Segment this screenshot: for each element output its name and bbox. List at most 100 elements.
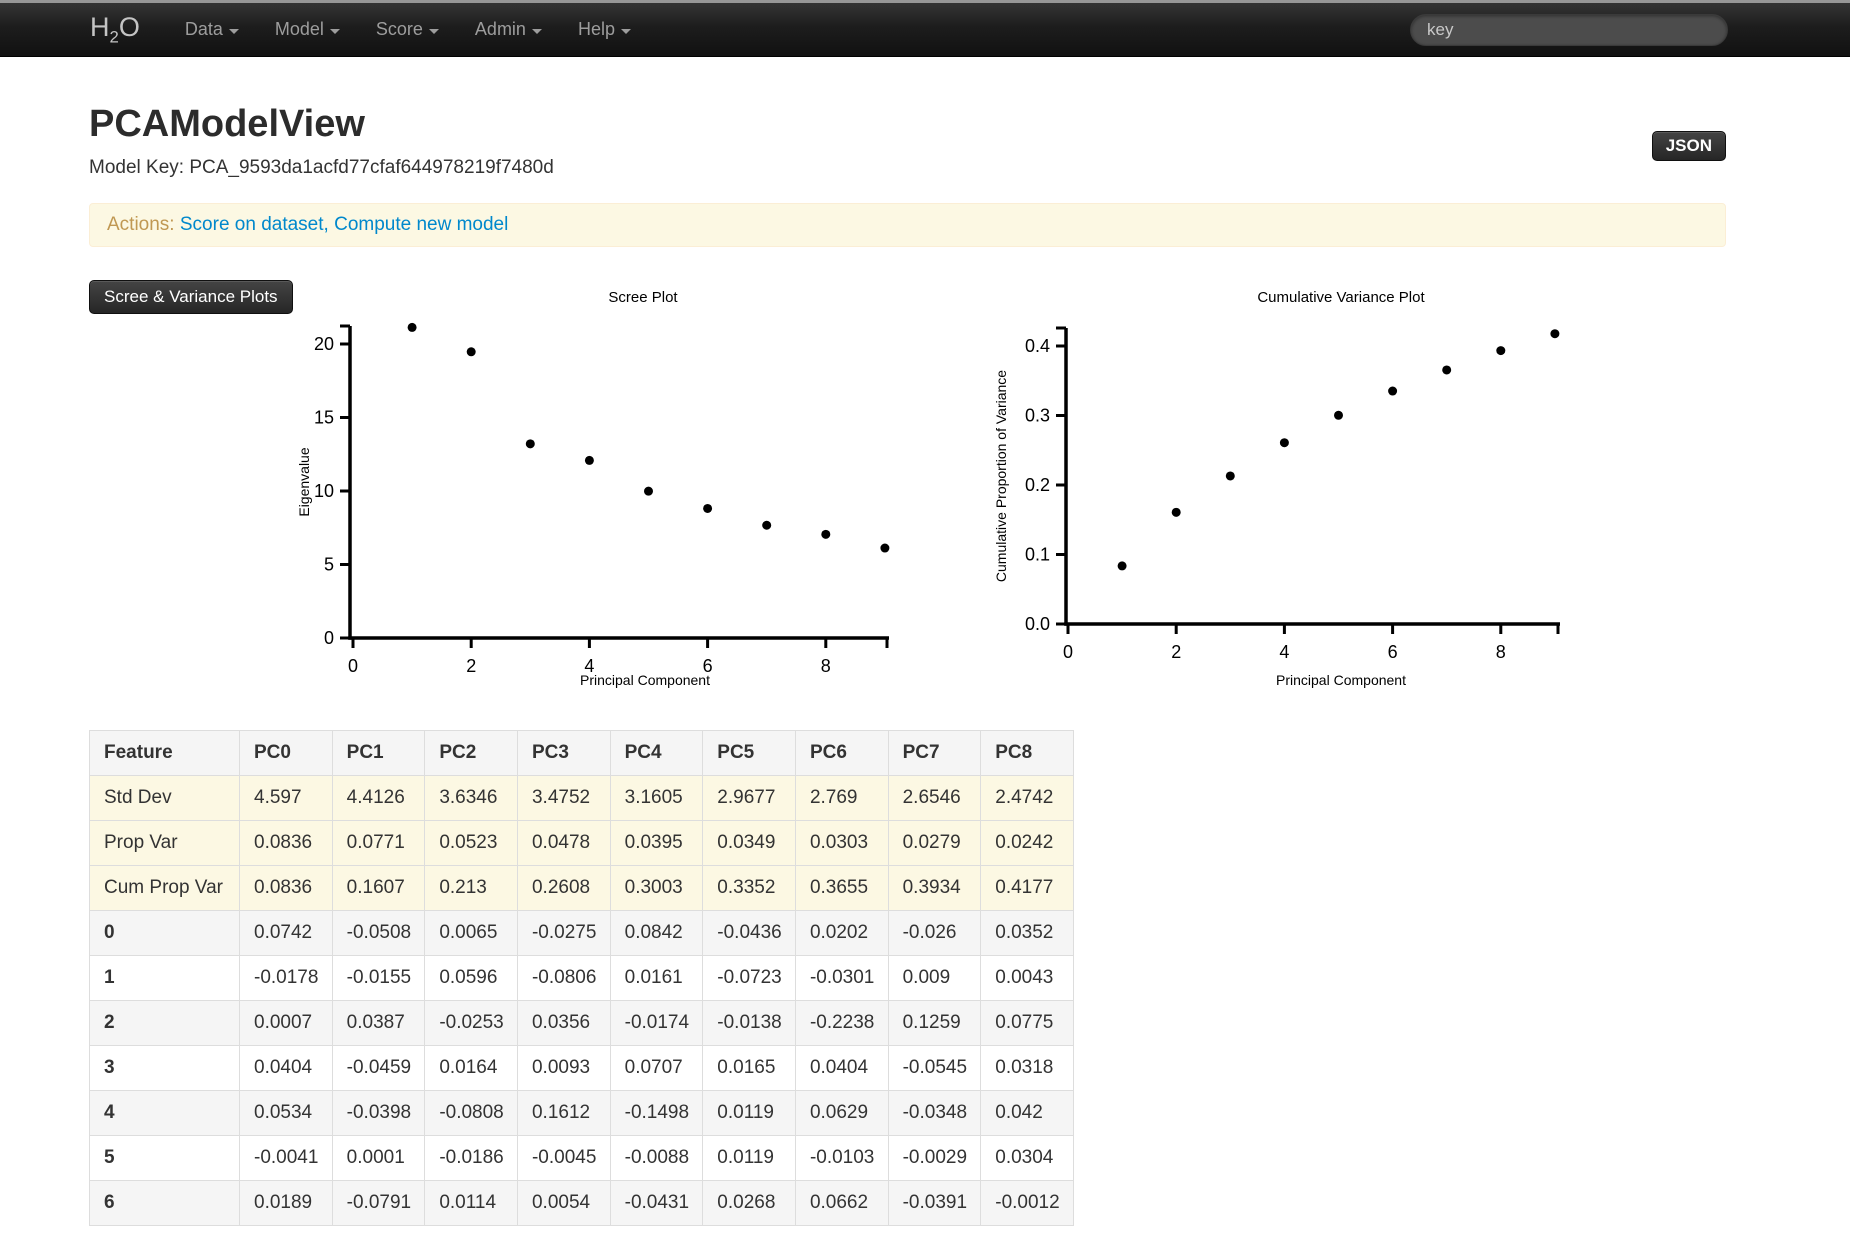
data-point: [1225, 471, 1235, 481]
table-cell: 0.0596: [424, 955, 518, 1001]
table-cell: -0.0012: [980, 1180, 1074, 1226]
table-row-cum-prop-var: Cum Prop Var 0.0836 0.1607 0.213 0.2608 0.300…: [89, 865, 1074, 911]
plot-title: Scree Plot: [608, 289, 678, 306]
table-cell: 0.213: [424, 865, 518, 911]
table-row-6: 6 0.0189 -0.0791 0.0114 0.0054 -0.0431 0.0268 0…: [89, 1180, 1074, 1226]
row-label: 5: [89, 1135, 240, 1181]
brand-h: H: [90, 11, 110, 42]
table-cell: 0.0119: [702, 1090, 796, 1136]
scree-variance-plots-toggle[interactable]: Scree & Variance Plots: [89, 280, 293, 314]
table-cell: 0.0279: [887, 820, 982, 866]
column-header-pc7: PC7: [887, 730, 982, 776]
data-point: [1333, 410, 1343, 420]
nav-item-data[interactable]: Data: [185, 19, 239, 40]
x-tick-label: 8: [1495, 642, 1505, 662]
table-cell: 0.0404: [239, 1045, 333, 1091]
plot-ticks: [1055, 326, 1560, 634]
table-cell: 0.0303: [794, 820, 889, 866]
x-tick-label: 0: [1063, 642, 1073, 662]
table-cell: 0.0836: [239, 865, 333, 911]
data-point: [1549, 329, 1559, 339]
table-cell: 2.9677: [702, 775, 796, 821]
y-axis-label: Cumulative Proportion of Variance: [993, 370, 1009, 582]
table-cell: 0.0114: [424, 1180, 518, 1226]
table-cell: -0.0545: [887, 1045, 982, 1091]
table-cell: 0.0318: [980, 1045, 1074, 1091]
actions-label: Actions:: [107, 214, 175, 235]
y-tick-label: 0.0: [1025, 614, 1050, 634]
nav-item-score[interactable]: Score: [376, 19, 439, 40]
table-cell: 0.0165: [702, 1045, 796, 1091]
column-header-pc4: PC4: [609, 730, 704, 776]
table-cell: -0.0186: [424, 1135, 518, 1181]
search-input[interactable]: [1410, 13, 1728, 46]
table-cell: 0.1607: [331, 865, 426, 911]
row-label: 2: [89, 1000, 240, 1046]
table-cell: 0.0119: [702, 1135, 796, 1181]
x-tick-label: 0: [348, 656, 358, 676]
table-cell: 0.0836: [239, 820, 333, 866]
page-title: PCAModelView: [89, 103, 365, 145]
h2o-logo[interactable]: H2O: [90, 12, 140, 47]
action-link-score-on-dataset[interactable]: Score on dataset: [179, 214, 324, 235]
table-cell: -0.0398: [331, 1090, 426, 1136]
x-tick-label: 6: [702, 656, 712, 676]
plot-axes: [1063, 328, 1560, 626]
data-point: [466, 347, 476, 357]
data-point: [525, 439, 535, 449]
table-cell: -0.0806: [516, 955, 611, 1001]
x-tick-label: 8: [820, 656, 830, 676]
table-cell: -0.0253: [424, 1000, 518, 1046]
table-cell: 4.597: [239, 775, 333, 821]
table-cell: 0.0356: [516, 1000, 611, 1046]
table-cell: 0.0007: [239, 1000, 333, 1046]
x-tick-label: 2: [466, 656, 476, 676]
table-cell: 0.0742: [239, 910, 333, 956]
data-point: [584, 455, 594, 465]
table-cell: -0.0103: [794, 1135, 889, 1181]
nav-item-label: Score: [375, 19, 423, 39]
x-tick-label: 4: [1279, 642, 1289, 662]
table-cell: 0.0043: [980, 955, 1074, 1001]
row-label: 3: [89, 1045, 240, 1091]
brand-sub: 2: [109, 27, 119, 47]
table-cell: -0.0178: [239, 955, 333, 1001]
column-header-feature: Feature: [89, 730, 240, 776]
scatter-points: [1117, 329, 1559, 571]
table-cell: 2.4742: [980, 775, 1074, 821]
table-head: Feature PC0 PC1 PC2 PC3 PC4 PC5 PC6 PC7 PC8: [89, 730, 1074, 776]
data-point: [702, 503, 712, 513]
row-label: 1: [89, 955, 240, 1001]
data-point: [820, 529, 830, 539]
data-point: [1495, 346, 1505, 356]
table-cell: -0.0275: [516, 910, 611, 956]
nav-item-label: Model: [274, 19, 324, 39]
data-point: [407, 322, 417, 332]
table-cell: 4.4126: [331, 775, 426, 821]
nav-item-help[interactable]: Help: [578, 19, 631, 40]
table-cell: -0.0088: [609, 1135, 704, 1181]
row-label: Std Dev: [89, 775, 240, 821]
y-axis-label: Eigenvalue: [296, 447, 312, 516]
page-container: JSON PCAModelView Model Key: PCA_9593da1…: [89, 103, 1726, 1226]
data-point: [643, 486, 653, 496]
table-cell: -0.0348: [887, 1090, 982, 1136]
table-cell: -0.1498: [609, 1090, 704, 1136]
json-button[interactable]: JSON: [1651, 131, 1726, 161]
y-tick-label: 5: [324, 555, 334, 575]
data-point: [1441, 365, 1451, 375]
table-header-row: Feature PC0 PC1 PC2 PC3 PC4 PC5 PC6 PC7 PC8: [89, 730, 1074, 776]
table-cell: -0.0301: [794, 955, 889, 1001]
y-tick-label: 20: [314, 334, 334, 354]
nav-item-label: Data: [184, 19, 223, 39]
action-link-compute-new-model[interactable]: Compute new model: [334, 214, 509, 235]
nav-item-admin[interactable]: Admin: [475, 19, 542, 40]
nav-item-model[interactable]: Model: [275, 19, 340, 40]
x-tick-label: 2: [1171, 642, 1181, 662]
navbar: H2O Data Model Score Admin Help: [0, 3, 1850, 57]
table-cell: 0.0164: [424, 1045, 518, 1091]
data-point: [1117, 561, 1127, 571]
column-header-pc2: PC2: [424, 730, 518, 776]
model-key-value: PCA_9593da1acfd77cfaf644978219f7480d: [189, 157, 554, 178]
row-label: Prop Var: [89, 820, 240, 866]
